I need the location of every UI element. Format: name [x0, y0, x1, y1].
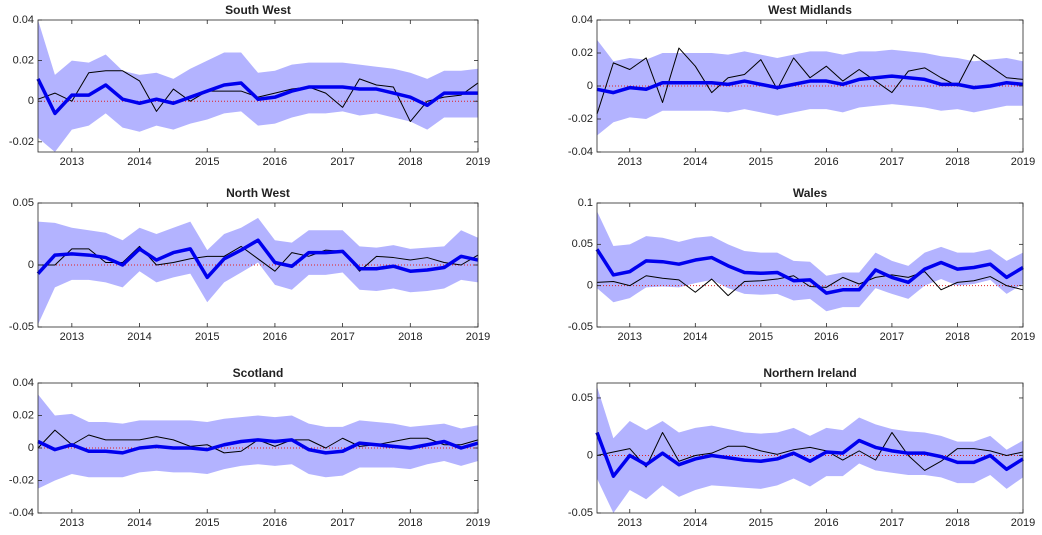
y-tick-label: 0	[28, 95, 34, 107]
series-line	[36, 78, 478, 116]
y-tick-label: -0.05	[9, 321, 34, 333]
series-line	[596, 74, 1024, 95]
x-tick-label: 2019	[466, 156, 490, 168]
x-tick-label: 2013	[618, 331, 642, 343]
x-tick-label: 2018	[945, 156, 969, 168]
x-tick-label: 2015	[749, 517, 773, 529]
x-tick-label: 2013	[60, 517, 84, 529]
chart-title: West Midlands	[768, 3, 852, 17]
x-tick-label: 2013	[618, 156, 642, 168]
y-tick-label: 0.05	[13, 197, 34, 209]
chart-title: Scotland	[233, 366, 284, 380]
axes-frame	[596, 382, 1024, 514]
x-tick-label: 2016	[263, 156, 287, 168]
confidence-band	[38, 217, 478, 325]
x-tick-label: 2018	[945, 331, 969, 343]
x-tick-label: 2017	[330, 517, 354, 529]
series-line	[37, 438, 479, 455]
confidence-band	[597, 211, 1023, 312]
y-tick-label: 0.05	[572, 238, 593, 250]
x-tick-label: 2019	[1011, 331, 1035, 343]
series-line	[38, 245, 479, 272]
x-tick-label: 2017	[880, 331, 904, 343]
chart-title: South West	[225, 3, 291, 17]
x-tick-label: 2016	[263, 517, 287, 529]
y-tick-label: -0.04	[568, 146, 593, 158]
y-tick-label: 0	[587, 80, 593, 92]
x-tick-label: 2014	[127, 156, 151, 168]
chart-title: Wales	[793, 186, 828, 200]
x-tick-label: 2017	[330, 331, 354, 343]
y-tick-label: 0.02	[13, 55, 34, 67]
x-tick-label: 2016	[814, 156, 838, 168]
x-tick-label: 2016	[814, 331, 838, 343]
y-tick-label: 0	[28, 259, 34, 271]
y-tick-label: -0.05	[568, 321, 593, 333]
y-tick-label: -0.05	[568, 507, 593, 519]
x-tick-label: 2015	[195, 331, 219, 343]
y-tick-label: 0.02	[572, 47, 593, 59]
x-tick-label: 2018	[398, 517, 422, 529]
chart-title: North West	[226, 186, 290, 200]
axes-frame	[596, 202, 1024, 328]
y-tick-label: -0.02	[568, 113, 593, 125]
y-tick-label: 0	[587, 280, 593, 292]
x-tick-label: 2015	[195, 517, 219, 529]
x-tick-label: 2014	[683, 517, 707, 529]
confidence-band	[597, 386, 1023, 513]
y-tick-label: 0.04	[13, 377, 34, 389]
y-tick-label: 0.05	[572, 392, 593, 404]
x-tick-label: 2018	[945, 517, 969, 529]
series-line	[36, 238, 479, 280]
x-tick-label: 2013	[618, 517, 642, 529]
x-tick-label: 2018	[398, 156, 422, 168]
y-tick-label: 0	[28, 442, 34, 454]
confidence-band	[38, 20, 478, 152]
y-tick-label: 0.04	[13, 14, 34, 26]
y-tick-label: 0.04	[572, 14, 593, 26]
x-tick-label: 2014	[683, 331, 707, 343]
x-tick-label: 2013	[60, 156, 84, 168]
x-tick-label: 2015	[749, 331, 773, 343]
y-tick-label: -0.02	[9, 136, 34, 148]
y-tick-label: -0.04	[9, 507, 34, 519]
confidence-band	[597, 39, 1023, 136]
y-tick-label: 0	[587, 449, 593, 461]
x-tick-label: 2019	[1011, 517, 1035, 529]
axes-frame	[37, 19, 479, 153]
x-tick-label: 2013	[60, 331, 84, 343]
x-tick-label: 2016	[814, 517, 838, 529]
x-tick-label: 2018	[398, 331, 422, 343]
series-line	[596, 271, 1024, 297]
x-tick-label: 2019	[466, 517, 490, 529]
chart-title: Northern Ireland	[763, 366, 856, 380]
y-tick-label: 0.1	[578, 197, 593, 209]
x-tick-label: 2019	[466, 331, 490, 343]
y-tick-label: 0.02	[13, 409, 34, 421]
x-tick-label: 2017	[880, 156, 904, 168]
x-tick-label: 2014	[127, 331, 151, 343]
x-tick-label: 2015	[195, 156, 219, 168]
x-tick-label: 2017	[880, 517, 904, 529]
x-tick-label: 2017	[330, 156, 354, 168]
x-tick-label: 2014	[127, 517, 151, 529]
x-tick-label: 2015	[749, 156, 773, 168]
series-line	[595, 431, 1024, 478]
series-line	[596, 431, 1024, 471]
x-tick-label: 2016	[263, 331, 287, 343]
x-tick-label: 2014	[683, 156, 707, 168]
x-tick-label: 2019	[1011, 156, 1035, 168]
series-line	[595, 248, 1024, 295]
y-tick-label: -0.02	[9, 474, 34, 486]
